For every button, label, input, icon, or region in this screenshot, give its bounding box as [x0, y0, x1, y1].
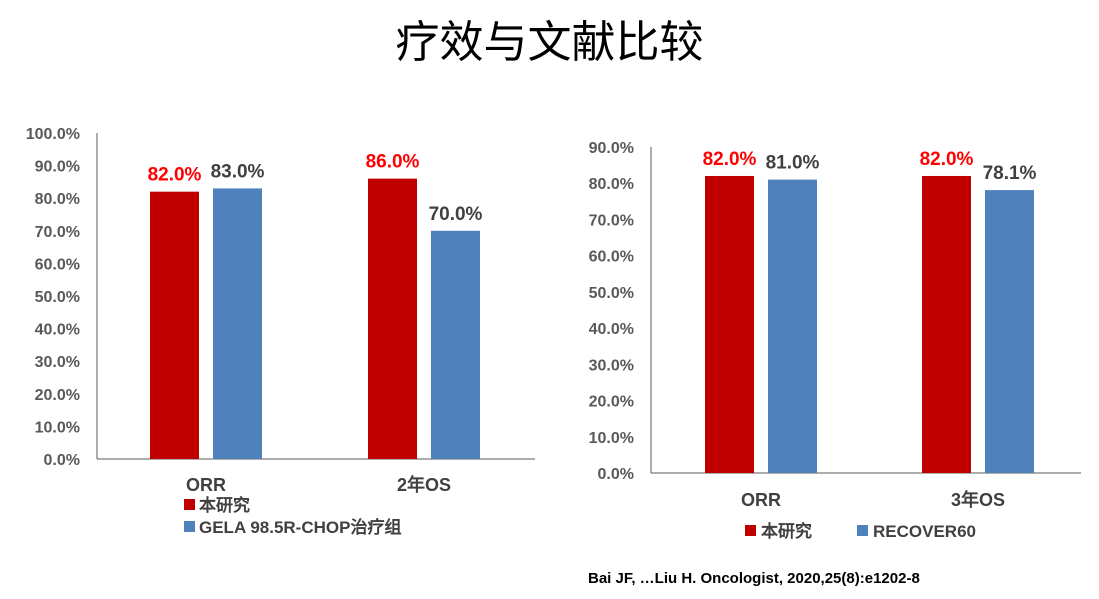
- y-tick-label: 10.0%: [589, 430, 634, 447]
- bar: [431, 230, 480, 459]
- y-tick-label: 40.0%: [35, 322, 80, 339]
- y-tick-label: 100.0%: [26, 126, 80, 143]
- citation: Bai JF, …Liu H. Oncologist, 2020,25(8):e…: [588, 570, 920, 587]
- x-tick-label: 3年OS: [951, 489, 1005, 510]
- legend-swatch: [184, 521, 195, 532]
- y-tick-label: 40.0%: [589, 321, 634, 338]
- data-label: 81.0%: [766, 153, 820, 174]
- bar: [985, 190, 1034, 474]
- y-tick-label: 60.0%: [35, 256, 80, 273]
- y-tick-label: 70.0%: [589, 212, 634, 229]
- bar: [368, 178, 417, 459]
- y-tick-label: 90.0%: [589, 140, 634, 157]
- x-tick-label: ORR: [186, 475, 226, 495]
- y-tick-label: 50.0%: [589, 285, 634, 302]
- legend-label: 本研究: [199, 495, 250, 515]
- legend-swatch: [857, 525, 868, 536]
- bar: [768, 179, 817, 473]
- y-tick-label: 0.0%: [598, 466, 634, 483]
- x-tick-label: ORR: [741, 490, 781, 510]
- y-tick-label: 80.0%: [35, 191, 80, 208]
- x-tick-label: 2年OS: [397, 474, 451, 495]
- y-tick-label: 80.0%: [589, 176, 634, 193]
- legend-swatch: [745, 525, 756, 536]
- bar: [705, 175, 754, 473]
- data-label: 83.0%: [211, 161, 265, 182]
- bar: [922, 175, 971, 473]
- y-tick-label: 90.0%: [35, 159, 80, 176]
- y-tick-label: 0.0%: [44, 452, 80, 469]
- legend-label: 本研究: [761, 521, 812, 541]
- data-label: 70.0%: [429, 204, 483, 225]
- bar: [213, 188, 262, 460]
- data-label: 82.0%: [148, 165, 202, 186]
- y-tick-label: 60.0%: [589, 249, 634, 266]
- page-title: 疗效与文献比较: [395, 17, 704, 68]
- y-tick-label: 20.0%: [35, 387, 80, 404]
- data-label: 78.1%: [983, 163, 1037, 184]
- legend-swatch: [184, 499, 195, 510]
- y-tick-label: 50.0%: [35, 289, 80, 306]
- y-tick-label: 30.0%: [589, 357, 634, 374]
- y-tick-label: 70.0%: [35, 224, 80, 241]
- y-tick-label: 30.0%: [35, 354, 80, 371]
- data-label: 86.0%: [366, 152, 420, 173]
- legend-label: GELA 98.5R-CHOP治疗组: [199, 517, 401, 537]
- bar: [150, 191, 199, 459]
- y-tick-label: 10.0%: [35, 419, 80, 436]
- y-tick-label: 20.0%: [589, 394, 634, 411]
- data-label: 82.0%: [703, 149, 757, 170]
- legend-label: RECOVER60: [873, 522, 976, 541]
- data-label: 82.0%: [920, 149, 974, 170]
